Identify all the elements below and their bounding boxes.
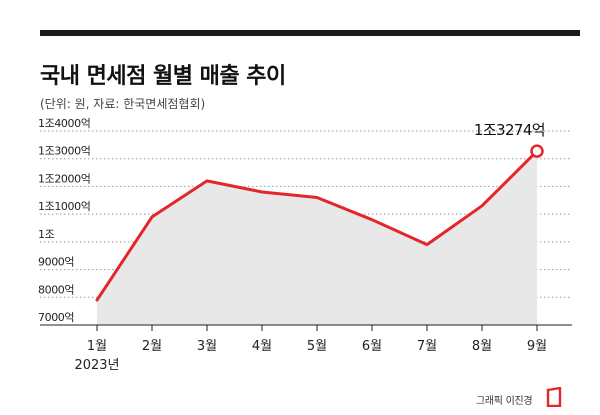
- series-line: [95, 149, 539, 302]
- y-tick-label: 1조: [38, 228, 55, 241]
- brand-logo-icon: [546, 387, 562, 407]
- chart-subtitle: (단위: 원, 자료: 한국면세점협회): [40, 97, 206, 111]
- y-tick-label: 1조4000억: [38, 117, 90, 130]
- data-label: 1조3274억: [474, 121, 545, 139]
- x-tick-label: 8월: [472, 339, 492, 354]
- y-tick-label: 8000억: [38, 283, 74, 296]
- area-fill: [97, 151, 537, 325]
- highlight-point: [530, 144, 544, 158]
- graphic-credit: 그래픽 이진경: [476, 396, 533, 407]
- y-tick-label: 9000억: [38, 256, 74, 269]
- x-tick-label: 5월: [307, 339, 327, 354]
- top-rule: [40, 30, 580, 36]
- y-tick-label: 1조2000억: [38, 172, 90, 185]
- year-label: 2023년: [74, 358, 119, 373]
- y-tick-label: 7000억: [38, 311, 74, 324]
- x-tick-label: 1월: [87, 339, 107, 354]
- x-tick-label: 7월: [417, 339, 437, 354]
- x-tick-label: 4월: [252, 339, 272, 354]
- x-tick-label: 9월: [527, 339, 547, 354]
- x-tick-label: 2월: [142, 339, 162, 354]
- x-tick-label: 6월: [362, 339, 382, 354]
- y-tick-label: 1조1000억: [38, 200, 90, 213]
- y-tick-label: 1조3000억: [38, 145, 90, 158]
- x-tick-label: 3월: [197, 339, 217, 354]
- chart-title: 국내 면세점 월별 매출 추이: [40, 64, 286, 89]
